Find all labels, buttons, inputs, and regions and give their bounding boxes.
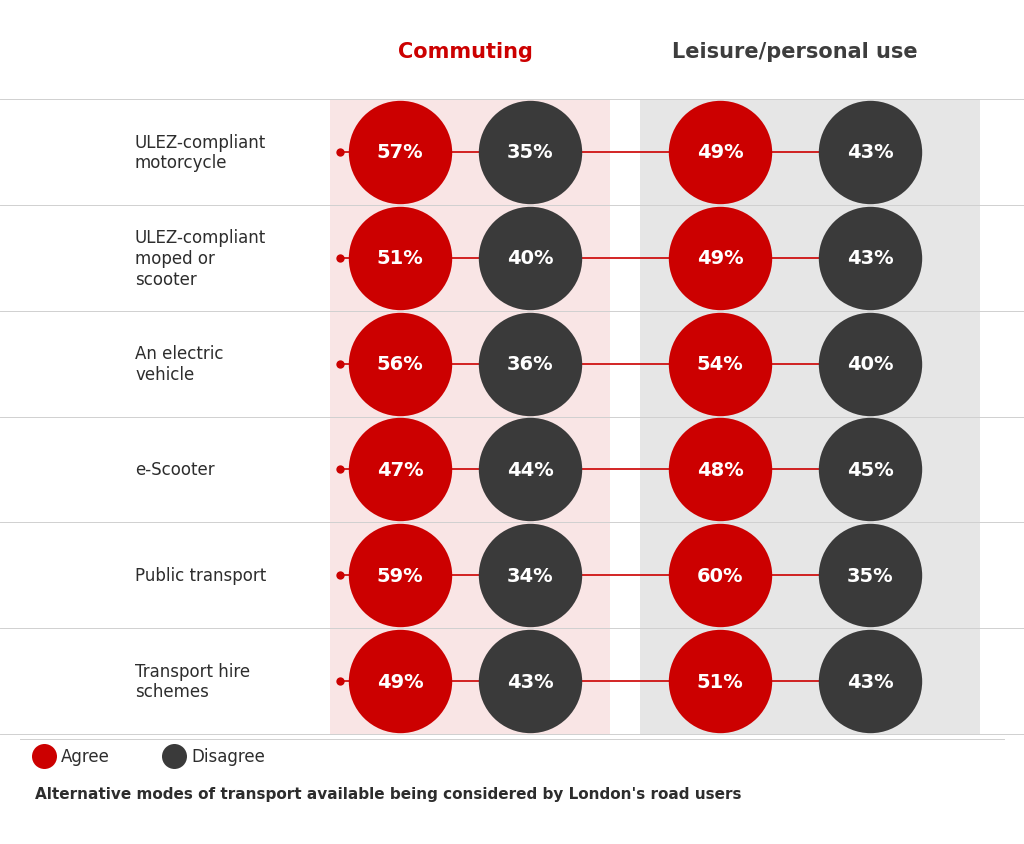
Text: 47%: 47% — [377, 460, 423, 479]
Text: 51%: 51% — [377, 249, 423, 268]
Text: ULEZ-compliant
motorcycle: ULEZ-compliant motorcycle — [135, 133, 266, 172]
Text: Commuting: Commuting — [397, 42, 532, 62]
Text: 51%: 51% — [696, 672, 743, 690]
Point — [862, 569, 879, 582]
Point — [712, 252, 728, 265]
Text: 44%: 44% — [507, 460, 553, 479]
Text: Agree: Agree — [61, 747, 110, 766]
Point — [392, 357, 409, 371]
Point — [166, 749, 182, 763]
Text: 56%: 56% — [377, 354, 423, 374]
Text: e-Scooter: e-Scooter — [135, 461, 215, 479]
Text: 49%: 49% — [696, 249, 743, 268]
Point — [522, 252, 539, 265]
Point — [712, 463, 728, 477]
Text: 35%: 35% — [847, 566, 893, 585]
Text: 36%: 36% — [507, 354, 553, 374]
Text: 43%: 43% — [847, 672, 893, 690]
Text: 54%: 54% — [696, 354, 743, 374]
Text: 35%: 35% — [507, 143, 553, 162]
Point — [712, 674, 728, 688]
Point — [36, 749, 52, 763]
Point — [392, 252, 409, 265]
Text: 34%: 34% — [507, 566, 553, 585]
Point — [392, 463, 409, 477]
Point — [522, 569, 539, 582]
Point — [522, 146, 539, 160]
Text: 43%: 43% — [847, 249, 893, 268]
Text: 60%: 60% — [696, 566, 743, 585]
Text: 49%: 49% — [696, 143, 743, 162]
Bar — [640, 100, 980, 734]
Text: 43%: 43% — [847, 143, 893, 162]
Point — [712, 569, 728, 582]
Point — [522, 357, 539, 371]
Text: 48%: 48% — [696, 460, 743, 479]
Text: 40%: 40% — [507, 249, 553, 268]
Point — [862, 146, 879, 160]
Text: 45%: 45% — [847, 460, 893, 479]
Text: 57%: 57% — [377, 143, 423, 162]
Text: Alternative modes of transport available being considered by London's road users: Alternative modes of transport available… — [35, 787, 741, 802]
Point — [392, 674, 409, 688]
Point — [862, 463, 879, 477]
Text: 43%: 43% — [507, 672, 553, 690]
Point — [522, 674, 539, 688]
Point — [712, 146, 728, 160]
Text: 40%: 40% — [847, 354, 893, 374]
Text: 49%: 49% — [377, 672, 423, 690]
Point — [392, 569, 409, 582]
Text: ULEZ-compliant
moped or
scooter: ULEZ-compliant moped or scooter — [135, 229, 266, 288]
Text: Disagree: Disagree — [191, 747, 265, 766]
Point — [712, 357, 728, 371]
Text: Leisure/personal use: Leisure/personal use — [672, 42, 918, 62]
Text: An electric
vehicle: An electric vehicle — [135, 345, 223, 383]
Bar — [330, 100, 610, 734]
Point — [862, 252, 879, 265]
Text: Public transport: Public transport — [135, 566, 266, 585]
Text: 59%: 59% — [377, 566, 423, 585]
Text: Transport hire
schemes: Transport hire schemes — [135, 662, 250, 701]
Point — [392, 146, 409, 160]
Point — [862, 674, 879, 688]
Point — [522, 463, 539, 477]
Point — [862, 357, 879, 371]
